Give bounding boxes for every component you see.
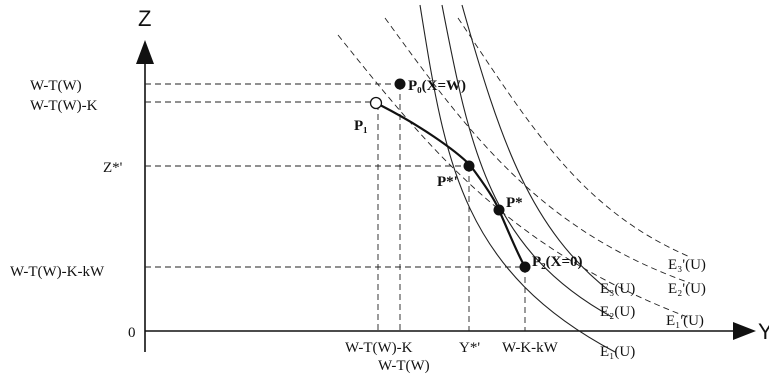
- y-tick-w-tw: W-T(W): [378, 358, 430, 374]
- z-tick-z-star: Z*': [103, 160, 123, 176]
- label-p0: P₀(X=W): [408, 78, 466, 94]
- label-e1: E₁(U): [600, 344, 635, 360]
- label-e3-prime: E₃'(U): [668, 257, 706, 273]
- y-tick-w-tw-k: W-T(W)-K: [345, 340, 413, 356]
- origin-label: 0: [128, 325, 136, 341]
- curve-e3-prime: [457, 17, 691, 258]
- label-p-star: P*: [506, 195, 523, 211]
- curve-e2-prime: [384, 17, 691, 284]
- label-e3: E₃(U): [600, 281, 635, 297]
- z-tick-w-tw: W-T(W): [30, 78, 82, 94]
- curve-e1-prime: [337, 34, 691, 319]
- point-p0: [394, 78, 406, 90]
- point-p1: [369, 96, 383, 110]
- label-e1-prime: E₁'(U): [666, 313, 704, 329]
- budget-path: [375, 102, 526, 268]
- z-axis-arrow-icon: [136, 40, 154, 64]
- curve-e3: [461, 4, 613, 294]
- point-p-star-prime: [463, 160, 475, 172]
- y-tick-w-k-kw: W-K-kW: [502, 340, 559, 356]
- z-axis-name: Z: [138, 6, 151, 31]
- z-tick-w-tw-k-kw: W-T(W)-K-kW: [10, 264, 105, 280]
- label-p1: P₁: [354, 118, 368, 134]
- y-axis-name: Y: [758, 319, 769, 344]
- label-e2-prime: E₂'(U): [668, 281, 706, 297]
- y-axis-arrow-icon: [733, 322, 756, 340]
- curve-e1: [419, 4, 616, 353]
- label-p-star-prime: P*': [437, 174, 458, 190]
- point-p-star: [493, 204, 505, 216]
- point-p2: [519, 261, 531, 273]
- label-e2: E₂(U): [600, 304, 635, 320]
- z-tick-w-tw-k: W-T(W)-K: [30, 98, 98, 114]
- label-p2: P₂(X=0): [532, 254, 583, 270]
- curve-e2: [441, 4, 613, 318]
- y-tick-y-star: Y*': [459, 340, 480, 356]
